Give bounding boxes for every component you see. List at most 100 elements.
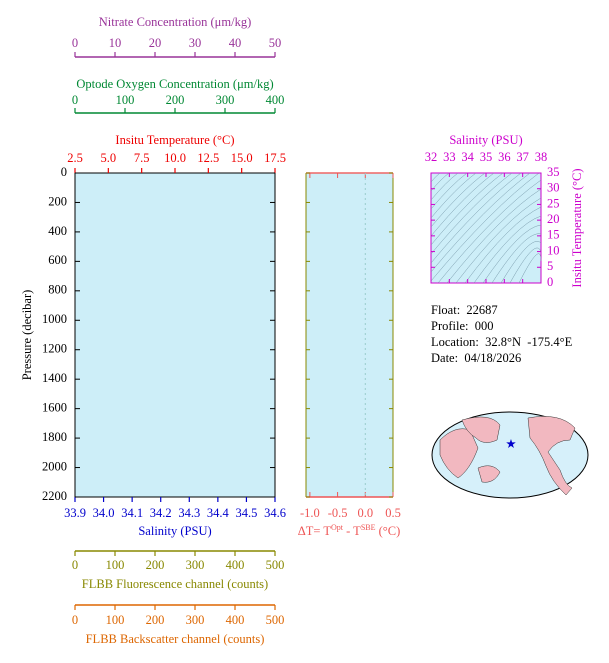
map-land [439, 428, 479, 479]
axis-title: FLBB Fluorescence channel (counts) [82, 577, 268, 591]
y-tick-label: 1800 [42, 430, 67, 444]
tick-label: 500 [266, 558, 285, 572]
axis-title: ΔT= TOpt - TSBE (°C) [298, 523, 401, 538]
tick-label: 7.5 [134, 151, 150, 165]
tick-label: 12.5 [197, 151, 219, 165]
tick-label: 34.0 [93, 506, 115, 520]
tick-label: 34.3 [178, 506, 200, 520]
tick-label: 200 [146, 558, 165, 572]
tick-label: 100 [106, 613, 125, 627]
tick-label: 400 [226, 558, 245, 572]
y-tick-label: 200 [48, 194, 67, 208]
density-contour [430, 172, 504, 246]
axis-title-part: ΔT= T [298, 524, 332, 538]
y-tick-label: 1600 [42, 401, 67, 415]
density-contour [430, 172, 459, 201]
y-tick-label: 1000 [42, 312, 67, 326]
tick-label: 36 [498, 150, 511, 164]
density-contour [500, 241, 542, 284]
tick-label: 34.2 [150, 506, 172, 520]
tick-label: 17.5 [264, 151, 286, 165]
y-axis-title: Pressure (decibar) [20, 290, 34, 381]
tick-label: 200 [166, 93, 185, 107]
float-info: Location: 32.8°N -175.4°E [431, 335, 573, 349]
tick-label: 20 [547, 212, 560, 226]
density-contour [464, 206, 542, 284]
map-land [477, 465, 501, 483]
tick-label: 33.9 [64, 506, 86, 520]
tick-label: 5.0 [101, 151, 117, 165]
axis-title: Nitrate Concentration (μm/kg) [99, 15, 252, 29]
tick-label: 40 [229, 36, 242, 50]
tick-label: 0 [72, 613, 78, 627]
tick-label: 300 [216, 93, 235, 107]
density-contour [482, 224, 542, 284]
density-contour [430, 172, 495, 237]
tick-label: 500 [266, 613, 285, 627]
axis-title-part: (°C) [375, 524, 400, 538]
density-contour [430, 172, 477, 219]
float-info: Profile: 000 [431, 319, 494, 333]
tick-label: 10 [109, 36, 122, 50]
float-location: ★ [505, 437, 516, 451]
tick-label: 20 [149, 36, 162, 50]
tick-label: 34 [461, 150, 474, 164]
tick-label: 0.0 [357, 506, 373, 520]
difference-panel [306, 173, 393, 497]
tick-label: 400 [266, 93, 285, 107]
density-contour [473, 215, 542, 284]
density-contour [509, 247, 542, 284]
tick-label: 100 [106, 558, 125, 572]
tick-label: 32 [425, 150, 438, 164]
axis-title: Insitu Temperature (°C) [570, 168, 584, 287]
axis-title: Optode Oxygen Concentration (μm/kg) [76, 77, 273, 91]
axis-title: Salinity (PSU) [449, 133, 522, 147]
map-land [461, 416, 501, 443]
density-contour [518, 253, 542, 284]
axis-title-part: - T [343, 524, 361, 538]
tick-label: 10.0 [164, 151, 186, 165]
tick-label: 0.5 [385, 506, 401, 520]
tick-label: 37 [516, 150, 529, 164]
map-land [527, 416, 576, 496]
axis-title-part: Opt [331, 523, 344, 532]
tick-label: 34.1 [121, 506, 143, 520]
float-info: Date: 04/18/2026 [431, 351, 521, 365]
axis-title-part: SBE [361, 523, 376, 532]
density-contour [430, 172, 513, 255]
tick-label: 15.0 [231, 151, 253, 165]
tick-label: 35 [480, 150, 493, 164]
tick-label: 300 [186, 613, 205, 627]
axis-title: Salinity (PSU) [138, 524, 211, 538]
y-tick-label: 600 [48, 253, 67, 267]
tick-label: 0 [72, 93, 78, 107]
y-tick-label: 1200 [42, 342, 67, 356]
world-map: ★ [431, 411, 589, 499]
ts-panel [430, 172, 542, 284]
tick-label: 35 [547, 165, 560, 179]
y-tick-label: 800 [48, 283, 67, 297]
tick-label: 300 [186, 558, 205, 572]
tick-label: 0 [72, 558, 78, 572]
y-tick-label: 400 [48, 224, 67, 238]
tick-label: 50 [269, 36, 282, 50]
tick-label: 200 [146, 613, 165, 627]
density-contour [430, 172, 441, 183]
y-tick-label: 1400 [42, 371, 67, 385]
axis-title: FLBB Backscatter channel (counts) [86, 632, 265, 646]
y-tick-label: 2200 [42, 489, 67, 503]
tick-label: -0.5 [328, 506, 348, 520]
density-contour [455, 197, 542, 284]
profile-panel [74, 172, 276, 498]
tick-label: 30 [547, 181, 560, 195]
tick-label: 34.5 [235, 506, 257, 520]
tick-label: -1.0 [300, 506, 320, 520]
y-tick-label: 2000 [42, 459, 67, 473]
y-tick-label: 0 [61, 165, 67, 179]
tick-label: 5 [547, 259, 553, 273]
density-contour [430, 172, 540, 282]
tick-label: 10 [547, 243, 560, 257]
tick-label: 30 [189, 36, 202, 50]
tick-label: 38 [535, 150, 548, 164]
